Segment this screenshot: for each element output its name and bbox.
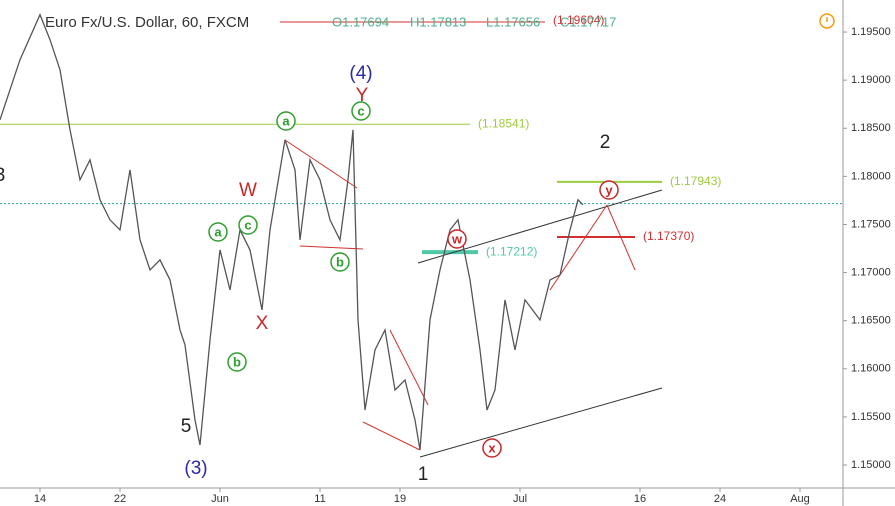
wave-circle: [351, 101, 371, 121]
wave-label: a: [214, 224, 222, 239]
y-tick-label: 1.18500: [851, 122, 891, 134]
x-tick-label: 19: [394, 493, 406, 505]
y-tick-label: 1.19000: [851, 74, 891, 86]
wave-label: 5: [181, 416, 192, 437]
x-tick-label: 16: [634, 493, 646, 505]
y-tick-label: 1.17500: [851, 218, 891, 230]
ohlc-close: C1.17717: [560, 14, 616, 29]
symbol-title: Euro Fx/U.S. Dollar, 60, FXCM: [45, 14, 249, 31]
trendline: [299, 245, 364, 250]
trendline: [389, 329, 429, 406]
y-tick-label: 1.18000: [851, 170, 891, 182]
wave-circle: [208, 222, 228, 242]
wave-circle: [227, 352, 247, 372]
wave-label: b: [233, 354, 241, 369]
wave-circle: [238, 215, 258, 235]
wave-label: (3): [184, 458, 207, 479]
x-tick-label: 11: [314, 493, 325, 505]
wave-circle: [482, 438, 502, 458]
wave-label: c: [244, 217, 251, 232]
chart-layer: 1.15000 1.15500 1.16000 1.16500 1.17000 1.175…: [0, 13, 891, 505]
wave-label: w: [451, 231, 463, 246]
wave-label: 2: [600, 132, 611, 153]
trendline: [284, 139, 358, 189]
wave-label: 3: [0, 165, 5, 186]
ohlc-low: L1.17656: [486, 14, 540, 29]
y-tick-label: 1.15000: [851, 459, 891, 471]
x-tick-label: 22: [114, 493, 126, 505]
ohlc-open: O1.17694: [332, 14, 389, 29]
alert-icon[interactable]: [819, 13, 835, 29]
x-tick-label: 24: [714, 493, 726, 505]
trendline: [419, 387, 663, 458]
trendline: [417, 189, 663, 264]
y-tick-label: 1.16000: [851, 363, 891, 375]
x-tick-label: Aug: [790, 493, 810, 505]
wave-label: b: [336, 254, 344, 269]
ohlc-high: H1.17813: [410, 14, 466, 29]
level-label: (1.17370): [643, 229, 694, 243]
trendline: [606, 204, 636, 271]
level-label: (1.19604): [553, 13, 604, 27]
x-tick-label: Jul: [513, 493, 527, 505]
wave-circle: [447, 229, 467, 249]
y-tick-label: 1.16500: [851, 315, 891, 327]
x-tick-label: Jun: [211, 493, 229, 505]
wave-label: X: [256, 313, 269, 334]
wave-circle: [599, 180, 619, 200]
price-line: [0, 13, 584, 451]
wave-circle: [330, 252, 350, 272]
wave-label: W: [239, 180, 257, 201]
level-label: (1.17212): [486, 244, 537, 258]
wave-label: Y: [356, 85, 369, 106]
ohlc: O1.17694 H1.17813 L1.17656 C1.17717: [332, 14, 616, 29]
wave-label: 1: [418, 464, 429, 485]
y-tick-label: 1.15500: [851, 411, 891, 423]
y-tick-label: 1.17000: [851, 266, 891, 278]
wave-label: (4): [349, 63, 372, 84]
wave-label: x: [488, 440, 496, 455]
trendline: [362, 421, 421, 451]
level-label: (1.17943): [670, 174, 721, 188]
wave-label: y: [605, 182, 613, 197]
y-tick-label: 1.19500: [851, 26, 891, 38]
wave-label: c: [357, 103, 364, 118]
wave-label: a: [282, 113, 290, 128]
level-label: (1.18541): [478, 116, 529, 130]
x-tick-label: 14: [34, 493, 46, 505]
wave-circle: [276, 111, 296, 131]
